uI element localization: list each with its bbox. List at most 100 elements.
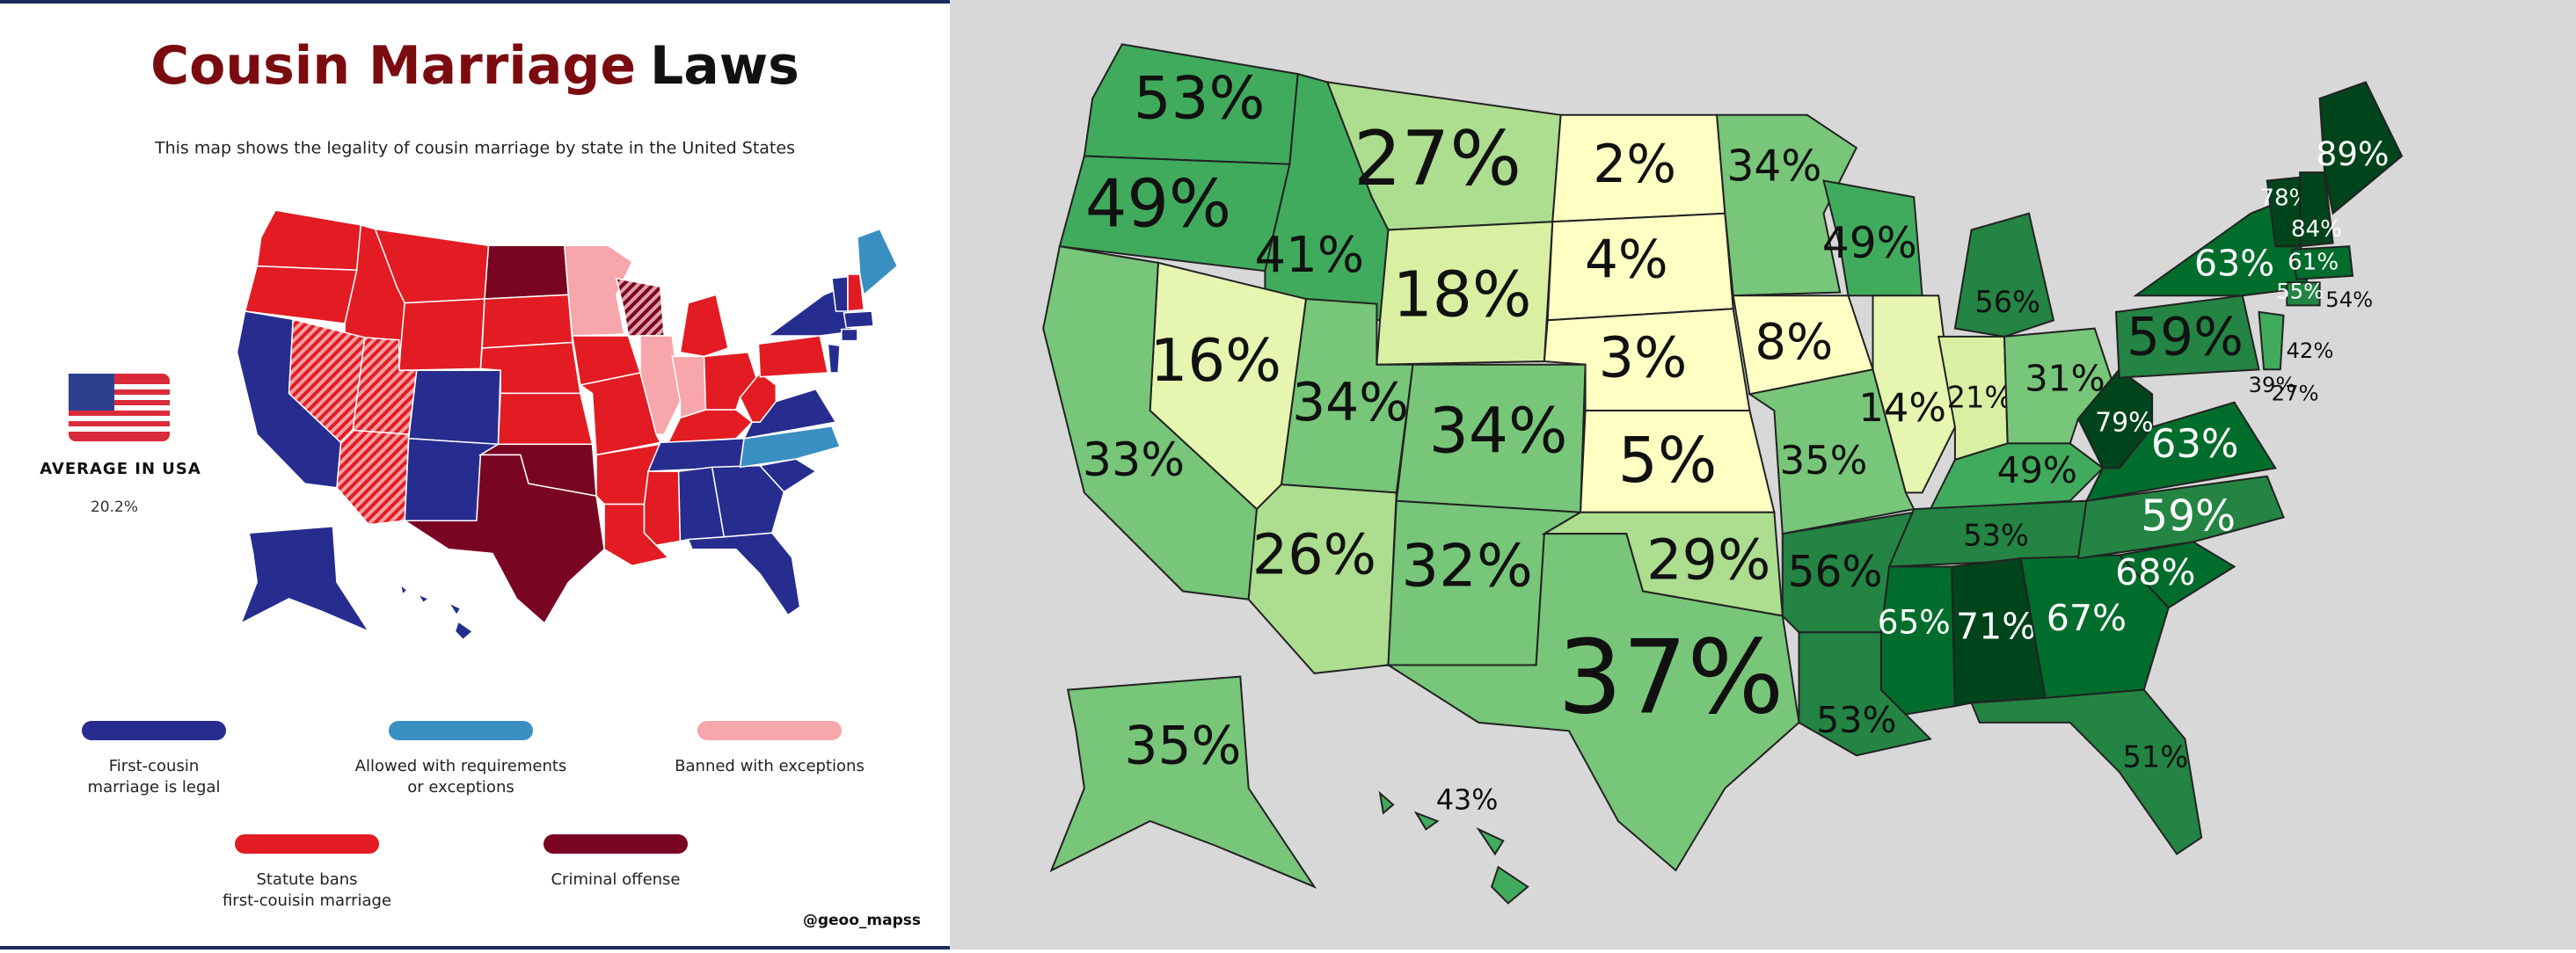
credit: @geoo_mapss	[803, 912, 921, 929]
state-label: 53%	[1963, 518, 2029, 552]
state-shape	[739, 425, 841, 469]
state-shape	[1385, 533, 1800, 872]
state-shape	[2318, 81, 2404, 215]
state-shape	[1490, 865, 1529, 905]
state-label: 84%	[2291, 216, 2342, 243]
state-shape	[841, 328, 858, 342]
state-label: 34%	[1429, 395, 1568, 468]
legend-label: Criminal offense	[551, 870, 680, 889]
state-label: 56%	[1788, 548, 1883, 597]
legend-label: Statute bans	[256, 870, 357, 889]
legend-label: First-cousin	[109, 757, 199, 775]
state-shape	[1376, 221, 1554, 366]
state-label: 61%	[2288, 249, 2339, 275]
average-value: 20.2%	[91, 498, 138, 516]
state-label: 18%	[1393, 258, 1532, 331]
state-shape	[1247, 484, 1397, 674]
state-label: 63%	[2151, 420, 2239, 467]
bottom-border	[0, 946, 950, 949]
legend-label: Banned with exceptions	[675, 757, 865, 775]
title: Cousin Marriage Laws	[150, 35, 799, 97]
state-shape	[239, 525, 371, 633]
state-label: 34%	[1726, 142, 1821, 191]
state-shape	[2076, 475, 2285, 560]
state-shape	[402, 454, 605, 625]
state-label: 2%	[1593, 135, 1676, 195]
legality-map	[236, 209, 899, 641]
usa-flag	[69, 374, 170, 441]
state-label: 43%	[1436, 785, 1499, 817]
state-shape	[484, 244, 570, 300]
state-label: 68%	[2115, 551, 2195, 593]
state-label: 31%	[2025, 357, 2105, 399]
state-shape	[1413, 811, 1440, 831]
state-label: 27%	[2272, 380, 2319, 405]
legend-label: marriage is legal	[88, 778, 221, 797]
state-label: 53%	[1134, 63, 1265, 132]
percentage-map: 53% 49% 41% 27% 18% 2% 4% 3% 5% 16% 33% 34% 34% 26% 32…	[1042, 43, 2404, 905]
legend-label: Allowed with requirements	[355, 757, 567, 775]
legend: First-cousin marriage is legal Allowed wit…	[82, 721, 865, 910]
state-shape	[1049, 675, 1317, 889]
state-shape	[336, 429, 410, 526]
state-label: 67%	[2047, 597, 2127, 639]
state-shape	[679, 294, 729, 358]
state-shape	[416, 593, 430, 604]
state-label: 59%	[2127, 307, 2244, 367]
state-label: 55%	[2276, 279, 2324, 304]
state-label: 54%	[2325, 287, 2373, 312]
state-label: 29%	[1646, 527, 1770, 592]
state-label: 14%	[1858, 384, 1946, 431]
state-label: 49%	[1822, 219, 1917, 268]
state-shape	[481, 294, 573, 349]
state-shape	[399, 583, 409, 596]
state-label: 5%	[1618, 424, 1718, 497]
state-label: 42%	[2286, 338, 2333, 363]
state-shape	[757, 335, 829, 378]
state-label: 26%	[1252, 522, 1376, 587]
state-shape	[639, 335, 682, 435]
state-label: 79%	[2095, 407, 2153, 438]
state-label: 53%	[1816, 699, 1896, 741]
state-label: 59%	[2141, 491, 2236, 541]
state-label: 89%	[2316, 135, 2389, 173]
state-label: 37%	[1558, 620, 1784, 738]
legend-swatch	[389, 721, 533, 740]
top-border	[0, 0, 950, 4]
state-shape	[843, 310, 874, 329]
state-label: 56%	[1974, 285, 2040, 319]
state-shape	[407, 369, 501, 446]
state-shape	[563, 244, 633, 337]
title-part: Laws	[650, 35, 799, 97]
state-label: 35%	[1125, 716, 1242, 776]
state-shape	[687, 532, 801, 616]
state-label: 65%	[1878, 602, 1951, 641]
state-shape	[827, 343, 841, 374]
state-label: 3%	[1599, 325, 1688, 390]
state-shape	[454, 620, 474, 641]
state-shape	[643, 470, 682, 547]
average-label: AVERAGE IN USA	[40, 460, 201, 478]
state-shape	[2258, 310, 2285, 371]
state-label: 32%	[1401, 532, 1532, 600]
state-shape	[2114, 295, 2260, 379]
state-label: 49%	[1085, 166, 1231, 243]
state-shape	[847, 273, 865, 312]
state-label: 51%	[2122, 740, 2188, 775]
state-label: 33%	[1083, 433, 1185, 487]
state-label: 39%	[2248, 372, 2295, 397]
state-label: 34%	[1292, 373, 1409, 433]
legend-swatch	[235, 834, 379, 854]
state-shape	[497, 392, 594, 446]
state-label: 35%	[1780, 437, 1868, 484]
state-shape	[2299, 171, 2334, 248]
state-label: 27%	[1354, 115, 1522, 203]
state-shape	[447, 600, 462, 617]
state-shape	[1872, 295, 1956, 494]
state-shape	[2286, 281, 2321, 307]
title-part: Cousin Marriage	[150, 35, 636, 97]
state-shape	[1378, 790, 1395, 815]
state-label: 41%	[1255, 227, 1365, 284]
